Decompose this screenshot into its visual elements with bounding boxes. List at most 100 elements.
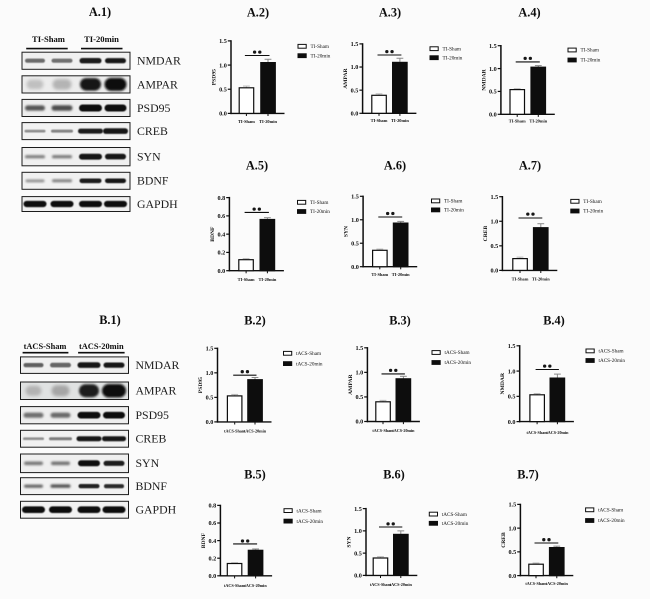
svg-text:1.5: 1.5 (508, 502, 516, 509)
svg-text:NMDAR: NMDAR (136, 358, 180, 372)
svg-text:tACS-20min: tACS-20min (244, 429, 267, 434)
svg-text:0.5: 0.5 (508, 549, 516, 556)
svg-text:0.8: 0.8 (217, 195, 225, 202)
svg-text:tACS-Sham: tACS-Sham (224, 583, 246, 588)
svg-text:1.0: 1.0 (508, 525, 516, 532)
svg-text:CREB: CREB (136, 432, 167, 446)
svg-text:NMDAR: NMDAR (481, 68, 487, 90)
svg-text:CREB: CREB (501, 532, 507, 548)
svg-text:0.0: 0.0 (354, 573, 362, 580)
svg-text:tACS-Sham: tACS-Sham (297, 508, 322, 514)
svg-text:1.5: 1.5 (206, 346, 214, 353)
svg-text:SYN: SYN (346, 536, 352, 547)
svg-text:TI-20min: TI-20min (444, 208, 464, 214)
svg-text:0.6: 0.6 (208, 520, 216, 527)
svg-text:tACS-20min: tACS-20min (296, 361, 323, 367)
svg-text:A.6): A.6) (384, 158, 406, 172)
svg-text:tACS-20min: tACS-20min (546, 430, 569, 435)
svg-text:AMPAR: AMPAR (137, 77, 178, 91)
svg-text:TI-Sham: TI-Sham (238, 277, 255, 282)
svg-text:B.3): B.3) (389, 313, 411, 327)
svg-text:1.5: 1.5 (355, 345, 363, 352)
svg-text:tACS-20min: tACS-20min (445, 360, 472, 366)
svg-text:1.0: 1.0 (354, 528, 362, 535)
svg-text:0.5: 0.5 (351, 240, 359, 247)
svg-text:0.0: 0.0 (508, 573, 516, 580)
svg-text:tACS-Sham: tACS-Sham (296, 351, 321, 357)
svg-text:1.0: 1.0 (351, 217, 359, 224)
svg-text:0.6: 0.6 (217, 213, 225, 220)
svg-text:TI-Sham: TI-Sham (32, 34, 66, 44)
svg-text:TI-20min: TI-20min (258, 277, 276, 282)
svg-text:TI-Sham: TI-Sham (509, 119, 526, 124)
svg-text:TI-Sham: TI-Sham (371, 272, 388, 277)
svg-text:tACS-Sham: tACS-Sham (372, 428, 394, 433)
svg-text:TI-20min: TI-20min (529, 119, 547, 124)
svg-text:TI-20min: TI-20min (443, 55, 463, 61)
svg-text:TI-Sham: TI-Sham (443, 46, 461, 52)
svg-text:1.0: 1.0 (508, 368, 516, 375)
svg-text:tACS-Sham: tACS-Sham (24, 342, 67, 351)
svg-text:tACS-20min: tACS-20min (297, 519, 324, 525)
svg-text:0.5: 0.5 (206, 395, 214, 402)
svg-text:A.7): A.7) (519, 158, 541, 172)
svg-text:PSD95: PSD95 (137, 101, 171, 115)
svg-text:0.5: 0.5 (489, 89, 497, 96)
svg-text:TI-Sham: TI-Sham (581, 48, 599, 54)
svg-text:1.0: 1.0 (206, 370, 214, 377)
svg-text:tACS-20min: tACS-20min (546, 581, 569, 586)
svg-text:AMPAR: AMPAR (343, 67, 349, 88)
svg-text:0.0: 0.0 (351, 111, 359, 118)
svg-text:B.7): B.7) (517, 467, 539, 481)
svg-text:TI-20min: TI-20min (532, 276, 550, 281)
svg-text:PSD95: PSD95 (136, 408, 170, 422)
svg-text:A.4): A.4) (518, 5, 540, 19)
svg-text:TI-Sham: TI-Sham (311, 44, 329, 50)
svg-text:tACS-20min: tACS-20min (245, 583, 268, 588)
svg-text:0.2: 0.2 (217, 250, 225, 257)
svg-text:1.5: 1.5 (351, 194, 359, 201)
svg-text:NMDAR: NMDAR (500, 372, 506, 394)
svg-text:1.0: 1.0 (489, 66, 497, 73)
svg-text:tACS-20min: tACS-20min (392, 428, 415, 433)
svg-text:1.0: 1.0 (351, 64, 359, 71)
svg-text:PSD95: PSD95 (211, 69, 217, 85)
svg-text:TI-20min: TI-20min (392, 272, 410, 277)
svg-text:GAPDH: GAPDH (136, 503, 177, 517)
svg-text:AMPAR: AMPAR (348, 373, 354, 394)
svg-text:TI-20min: TI-20min (311, 53, 331, 59)
svg-text:TI-Sham: TI-Sham (583, 199, 601, 205)
svg-text:tACS-20min: tACS-20min (442, 521, 469, 527)
svg-text:0.4: 0.4 (217, 231, 225, 238)
svg-text:0.0: 0.0 (219, 111, 227, 118)
svg-text:A.3): A.3) (379, 5, 401, 19)
svg-text:TI-20min: TI-20min (310, 209, 330, 215)
svg-text:1.5: 1.5 (219, 38, 227, 45)
svg-text:tACS-Sham: tACS-Sham (525, 581, 547, 586)
svg-text:TI-20min: TI-20min (259, 119, 277, 124)
svg-text:0.5: 0.5 (219, 86, 227, 93)
svg-text:TI-Sham: TI-Sham (512, 276, 529, 281)
svg-text:TI-Sham: TI-Sham (444, 199, 462, 205)
svg-text:tACS-Sham: tACS-Sham (445, 350, 470, 356)
svg-text:tACS-Sham: tACS-Sham (370, 582, 392, 587)
svg-text:1.0: 1.0 (219, 62, 227, 69)
svg-text:CREB: CREB (137, 124, 168, 138)
svg-text:CREB: CREB (483, 226, 489, 242)
svg-text:tACS-Sham: tACS-Sham (527, 430, 549, 435)
svg-text:0.5: 0.5 (351, 87, 359, 94)
svg-text:0.0: 0.0 (489, 112, 497, 119)
svg-text:1.5: 1.5 (354, 506, 362, 513)
svg-text:tACS-Sham: tACS-Sham (442, 512, 467, 518)
svg-text:TI-Sham: TI-Sham (371, 118, 388, 123)
svg-text:tACS-20min: tACS-20min (390, 582, 413, 587)
svg-text:TI-20min: TI-20min (581, 58, 601, 64)
svg-text:BDNF: BDNF (201, 532, 207, 548)
svg-text:tACS-20min: tACS-20min (599, 358, 626, 364)
svg-text:PSD95: PSD95 (198, 377, 204, 393)
svg-text:TI-20min: TI-20min (84, 34, 119, 44)
svg-text:0.0: 0.0 (508, 419, 516, 426)
svg-text:B.4): B.4) (543, 313, 565, 327)
svg-text:A.5): A.5) (246, 158, 268, 172)
svg-text:0.0: 0.0 (490, 268, 498, 275)
